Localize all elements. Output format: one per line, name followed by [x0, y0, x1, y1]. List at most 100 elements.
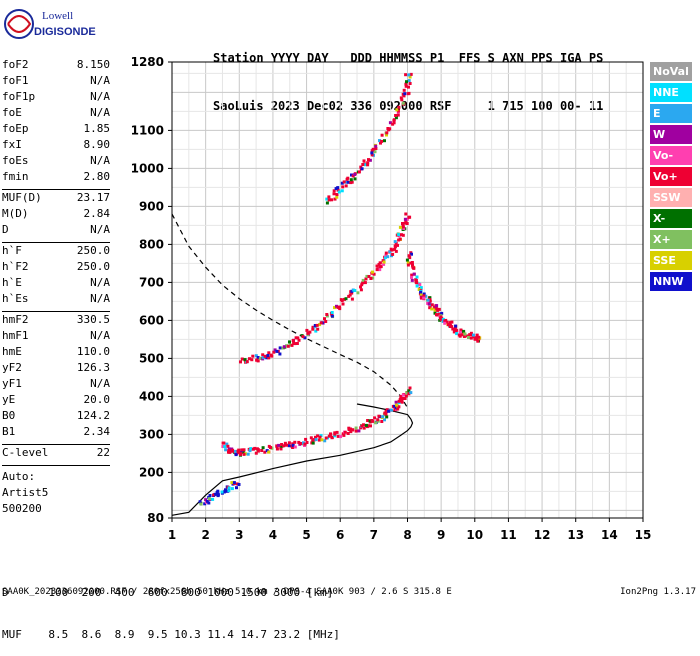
echo-point: [330, 436, 334, 440]
echo-point: [408, 75, 412, 79]
echo-point: [295, 342, 299, 345]
echo-point: [378, 268, 382, 272]
echo-point: [340, 181, 344, 185]
echo-point: [350, 180, 354, 184]
echo-point: [455, 332, 459, 336]
param-row-yf2: yF2 126.3: [2, 361, 110, 377]
echo-point: [427, 302, 431, 306]
echo-point: [350, 173, 353, 177]
echo-point: [382, 260, 386, 264]
legend-item-vo: Vo+: [650, 167, 692, 186]
echo-point: [278, 346, 282, 350]
echo-point: [227, 486, 231, 490]
echo-point: [205, 499, 209, 503]
param-label: foF2: [2, 58, 29, 71]
echo-point: [287, 444, 291, 448]
echo-point: [405, 222, 409, 225]
echo-point: [244, 452, 248, 456]
echo-point: [388, 250, 392, 254]
echo-point: [402, 88, 406, 92]
echo-point: [230, 487, 234, 491]
echo-point: [403, 397, 407, 400]
echo-point: [402, 94, 406, 98]
echo-point: [430, 303, 434, 307]
echo-point: [360, 424, 364, 428]
echo-point: [359, 285, 362, 289]
legend-item-noval: NoVal: [650, 62, 692, 81]
echo-point: [312, 438, 316, 442]
echo-point: [220, 490, 224, 494]
echo-point: [277, 443, 281, 447]
x-tick-label: 3: [235, 528, 243, 542]
y-tick-label: 500: [139, 351, 164, 365]
param-row-hme: hmE 110.0: [2, 345, 110, 361]
param-row-fof1: foF1 N/A: [2, 74, 110, 90]
echo-point: [385, 408, 389, 412]
echo-point: [393, 407, 397, 411]
echo-point: [341, 432, 345, 436]
echo-point: [401, 393, 405, 397]
y-tick-label: 700: [139, 275, 164, 289]
echo-point: [391, 252, 395, 256]
param-label: foE: [2, 106, 22, 119]
digisonde-logo: Lowell DIGISONDE: [2, 4, 122, 44]
echo-point: [402, 227, 406, 230]
param-label: yE: [2, 393, 16, 406]
echo-point: [404, 394, 408, 398]
param-label: B1: [2, 425, 16, 438]
param-label: foF1: [2, 74, 29, 87]
echo-point: [325, 197, 329, 201]
param-value: 126.3: [76, 361, 110, 374]
echo-point: [313, 324, 317, 327]
param-label: fmin: [2, 170, 29, 183]
echo-point: [404, 212, 408, 216]
echo-point: [362, 159, 366, 163]
echo-point: [275, 447, 279, 451]
echo-point: [360, 283, 364, 287]
x-tick-label: 5: [302, 528, 310, 542]
echo-point: [308, 330, 312, 334]
distance-row: D 100 200 400 600 800 1000 1500 3000 [km…: [2, 586, 334, 599]
param-row-muf-d: MUF(D) 23.17: [2, 191, 110, 207]
echo-point: [324, 436, 328, 440]
param-label: fxI: [2, 138, 22, 151]
echo-point: [422, 294, 426, 298]
echo-point: [364, 277, 368, 281]
param-label: hmE: [2, 345, 22, 358]
echo-point: [397, 405, 401, 409]
echo-point: [330, 198, 334, 202]
echo-point: [204, 498, 208, 502]
param-value: 20.0: [83, 393, 111, 406]
y-tick-label: 80: [147, 511, 164, 525]
echo-point: [254, 451, 258, 455]
echo-point: [418, 283, 422, 287]
echo-point: [454, 324, 458, 328]
echo-point: [405, 217, 409, 221]
echo-point: [325, 313, 329, 316]
echo-point: [359, 288, 363, 292]
echo-point: [240, 448, 244, 452]
echo-point: [371, 276, 375, 280]
echo-point: [344, 184, 348, 188]
echo-point: [344, 297, 348, 301]
echo-point: [399, 396, 403, 399]
param-label: h`F2: [2, 260, 29, 273]
echo-point: [443, 319, 447, 323]
echo-point: [251, 354, 255, 358]
echo-point: [334, 187, 338, 191]
param-label: foEp: [2, 122, 29, 135]
echo-point: [323, 317, 326, 321]
echo-point: [339, 435, 343, 439]
x-tick-label: 2: [201, 528, 209, 542]
echo-point: [475, 333, 479, 337]
param-value: N/A: [90, 154, 110, 167]
echo-point: [207, 501, 211, 505]
echo-point: [407, 79, 411, 83]
echo-point: [267, 356, 271, 360]
y-tick-label: 900: [139, 199, 164, 213]
echo-point: [404, 82, 408, 86]
echo-point: [350, 297, 354, 301]
param-value: 110.0: [76, 345, 110, 358]
echo-point: [401, 233, 405, 237]
echo-point: [314, 329, 318, 333]
